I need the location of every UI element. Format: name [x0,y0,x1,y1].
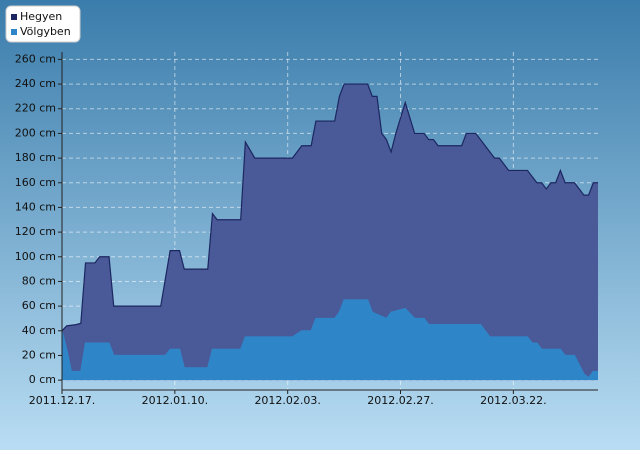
x-tick-label: 2012.03.22. [480,394,546,407]
y-tick-label: 20 cm [22,348,56,361]
y-tick-label: 240 cm [15,77,56,90]
area-line [61,299,598,379]
y-tick-label: 0 cm [29,373,56,386]
legend-label: Völgyben [20,25,71,38]
area [62,84,598,381]
y-tick-label: 180 cm [15,151,56,164]
x-tick-label: 2012.02.03. [254,394,320,407]
x-tick-label: 2012.02.27. [367,394,433,407]
area [62,299,598,381]
y-tick-label: 120 cm [15,225,56,238]
y-tick-label: 100 cm [15,250,56,263]
legend-swatch [11,14,17,20]
y-tick-label: 40 cm [22,324,56,337]
x-tick-label: 2011.12.17. [29,394,95,407]
y-tick-label: 220 cm [15,102,56,115]
legend-swatch [11,29,17,35]
y-tick-label: 80 cm [22,274,56,287]
area-line [61,83,598,332]
y-tick-label: 140 cm [15,200,56,213]
y-tick-label: 60 cm [22,299,56,312]
legend-label: Hegyen [20,10,62,23]
x-tick-label: 2012.01.10. [142,394,208,407]
legend-box [5,5,81,43]
y-tick-label: 160 cm [15,176,56,189]
y-tick-label: 260 cm [15,52,56,65]
y-tick-label: 200 cm [15,126,56,139]
